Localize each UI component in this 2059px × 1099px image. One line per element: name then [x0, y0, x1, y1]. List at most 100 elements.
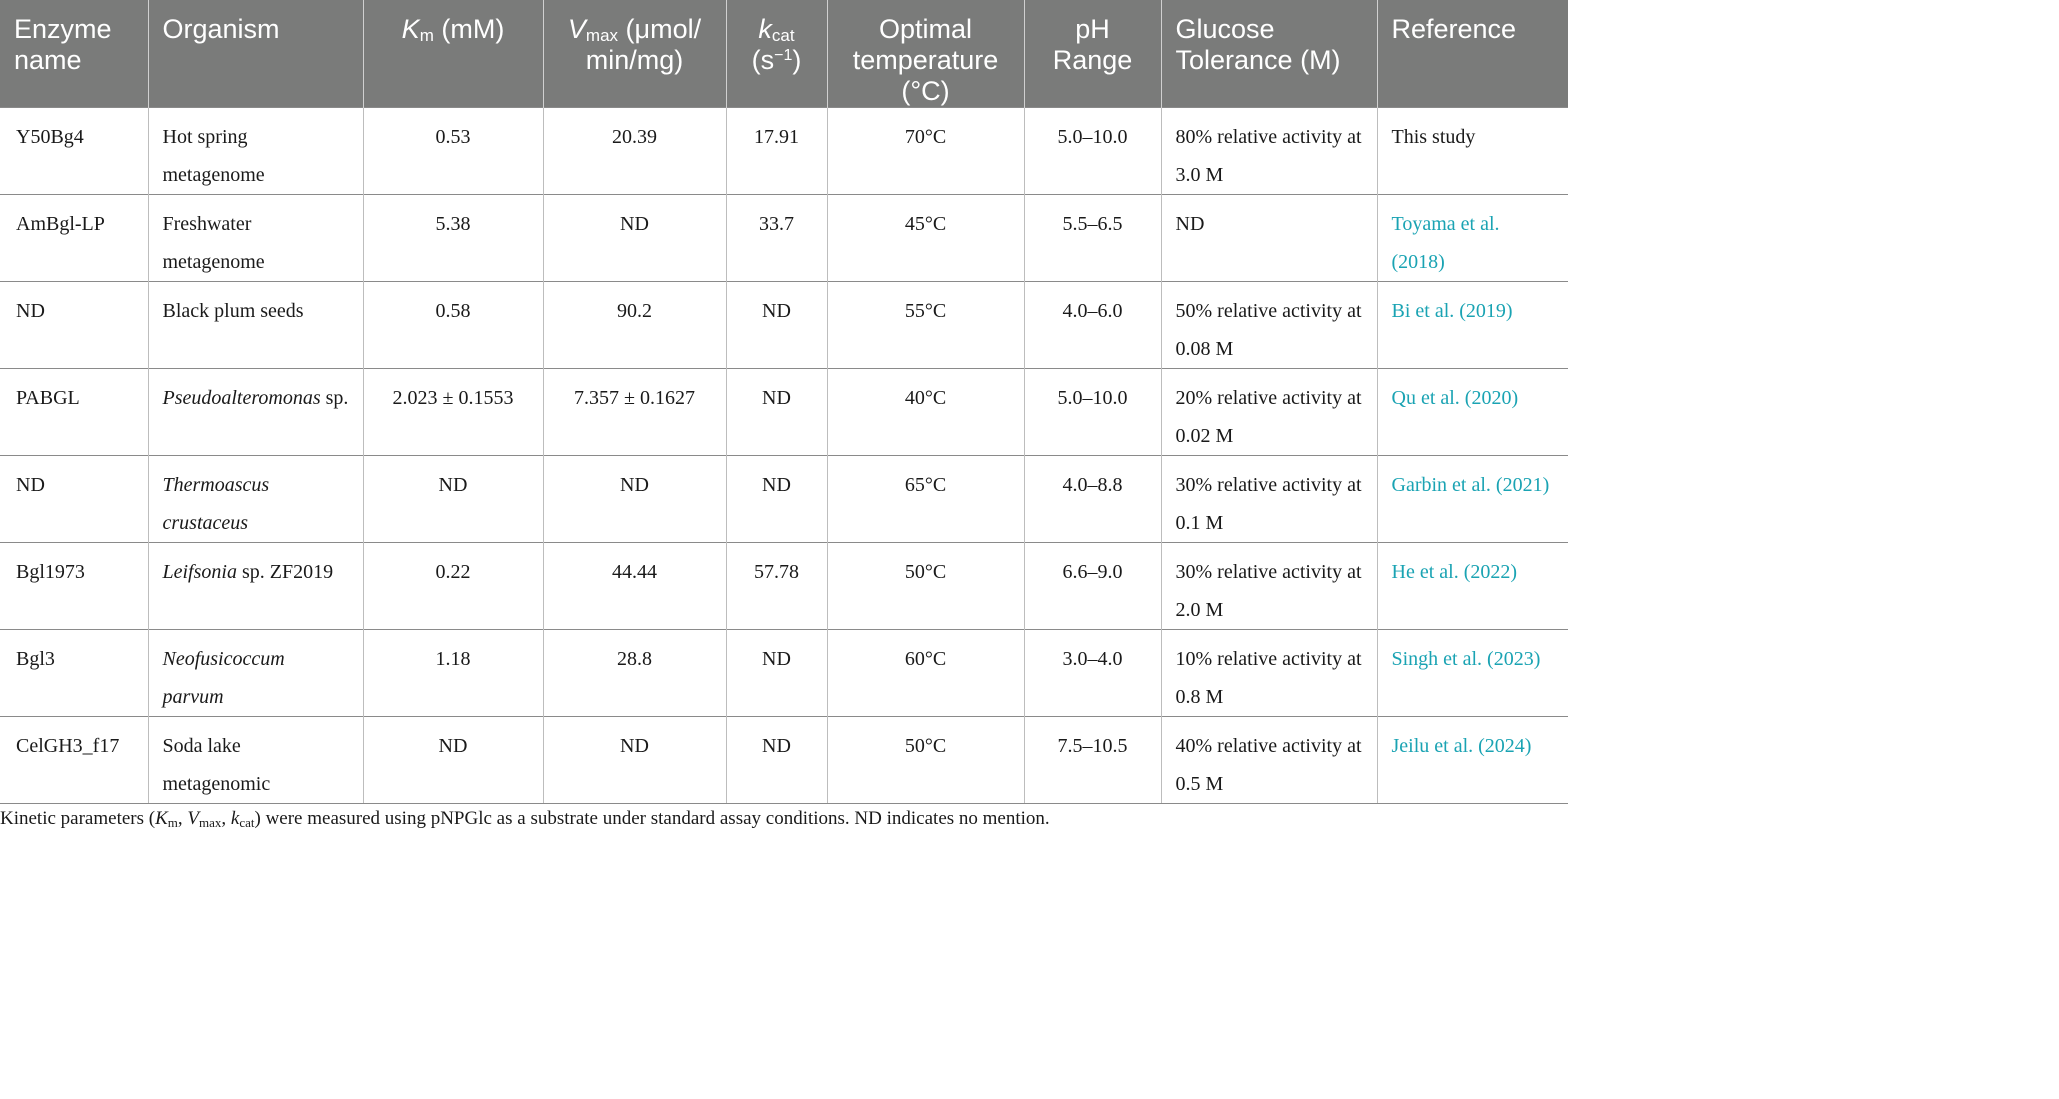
vmax-subscript: max [585, 26, 619, 45]
page: Enzyme name Organism Km (mM) Vmax (μmol/… [0, 0, 1568, 832]
cell-enzyme: Bgl3 [0, 629, 148, 717]
cell-glucose-tolerance: ND [1160, 194, 1377, 282]
cell-glucose-tolerance: 40% relative activity at 0.5 M [1160, 716, 1377, 804]
km-unit: (mM) [433, 14, 505, 44]
cell-km: 0.53 [362, 107, 543, 195]
cell-temperature: 65°C [826, 455, 1024, 543]
cell-organism: Leifsonia sp. ZF2019 [147, 542, 363, 630]
table-row: Y50Bg4 Hot spring metagenome 0.53 20.39 … [0, 107, 1568, 195]
cell-km: 5.38 [362, 194, 543, 282]
cell-temperature: 40°C [826, 368, 1024, 456]
cell-glucose-tolerance: 10% relative activity at 0.8 M [1160, 629, 1377, 717]
cell-organism: Freshwater metagenome [147, 194, 363, 282]
footnote-prefix: Kinetic parameters ( [0, 808, 156, 829]
cell-temperature: 55°C [826, 281, 1024, 369]
footnote-km: K [155, 808, 168, 829]
cell-organism: Hot spring metagenome [147, 107, 363, 195]
cell-glucose-tolerance: 50% relative activity at 0.08 M [1160, 281, 1377, 369]
table-row: PABGL Pseudoalteromonas sp. 2.023 ± 0.15… [0, 368, 1568, 456]
footnote-kcat: k [230, 808, 240, 829]
organism-plain: sp. ZF2019 [236, 561, 334, 583]
reference-link[interactable]: He et al. (2022) [1391, 561, 1518, 583]
footnote-kcat-sub: cat [239, 815, 255, 830]
cell-kcat: ND [725, 629, 827, 717]
cell-km: ND [362, 455, 543, 543]
cell-kcat: ND [725, 455, 827, 543]
reference-link[interactable]: Garbin et al. (2021) [1391, 474, 1550, 496]
cell-vmax: ND [542, 194, 726, 282]
table-row: Bgl3 Neofusicoccum parvum 1.18 28.8 ND 6… [0, 629, 1568, 717]
header-organism: Organism [147, 0, 363, 108]
reference-link[interactable]: Bi et al. (2019) [1391, 300, 1513, 322]
cell-reference: This study [1376, 107, 1568, 195]
header-row: Enzyme name Organism Km (mM) Vmax (μmol/… [0, 0, 1568, 108]
organism-plain: Black plum seeds [162, 300, 304, 322]
organism-italic: Pseudoalteromonas [162, 387, 321, 409]
footnote-suffix: ) were measured using pNPGlc as a substr… [254, 808, 1050, 829]
cell-ph-range: 7.5–10.5 [1023, 716, 1161, 804]
header-enzyme-name: Enzyme name [0, 0, 148, 108]
cell-ph-range: 4.0–6.0 [1023, 281, 1161, 369]
kcat-symbol: k [758, 14, 772, 44]
table-row: ND Black plum seeds 0.58 90.2 ND 55°C 4.… [0, 281, 1568, 369]
cell-temperature: 50°C [826, 716, 1024, 804]
km-subscript: m [419, 26, 434, 45]
kcat-unit-close: ) [792, 45, 802, 75]
cell-vmax: 44.44 [542, 542, 726, 630]
cell-enzyme: AmBgl-LP [0, 194, 148, 282]
table-row: ND Thermoascus crustaceus ND ND ND 65°C … [0, 455, 1568, 543]
footnote-sep-2: , [221, 808, 231, 829]
cell-ph-range: 5.0–10.0 [1023, 107, 1161, 195]
cell-kcat: ND [725, 281, 827, 369]
cell-kcat: ND [725, 716, 827, 804]
table-footnote: Kinetic parameters (Km, Vmax, kcat) were… [0, 806, 1568, 832]
header-reference: Reference [1376, 0, 1568, 108]
cell-kcat: 57.78 [725, 542, 827, 630]
header-vmax: Vmax (μmol/ min/mg) [542, 0, 726, 108]
reference-link[interactable]: Singh et al. (2023) [1391, 648, 1541, 670]
cell-organism: Soda lake metagenomic [147, 716, 363, 804]
kcat-subscript: cat [771, 26, 795, 45]
organism-plain: Soda lake metagenomic [162, 735, 271, 795]
organism-plain: Freshwater metagenome [162, 213, 265, 273]
table-row: CelGH3_f17 Soda lake metagenomic ND ND N… [0, 716, 1568, 804]
table-row: Bgl1973 Leifsonia sp. ZF2019 0.22 44.44 … [0, 542, 1568, 630]
cell-temperature: 60°C [826, 629, 1024, 717]
cell-km: 0.22 [362, 542, 543, 630]
cell-reference: Garbin et al. (2021) [1376, 455, 1568, 543]
cell-vmax: 7.357 ± 0.1627 [542, 368, 726, 456]
cell-km: 0.58 [362, 281, 543, 369]
reference-link[interactable]: Qu et al. (2020) [1391, 387, 1519, 409]
cell-organism: Black plum seeds [147, 281, 363, 369]
cell-ph-range: 4.0–8.8 [1023, 455, 1161, 543]
cell-ph-range: 3.0–4.0 [1023, 629, 1161, 717]
organism-italic: Neofusicoccum parvum [162, 648, 285, 708]
footnote-km-sub: m [167, 815, 178, 830]
footnote-vmax-sub: max [199, 815, 222, 830]
header-optimal-temperature: Optimal temperature (°C) [826, 0, 1024, 108]
cell-reference: Bi et al. (2019) [1376, 281, 1568, 369]
cell-kcat: 33.7 [725, 194, 827, 282]
cell-ph-range: 6.6–9.0 [1023, 542, 1161, 630]
cell-vmax: 28.8 [542, 629, 726, 717]
cell-enzyme: Bgl1973 [0, 542, 148, 630]
footnote-sep-1: , [177, 808, 188, 829]
cell-ph-range: 5.5–6.5 [1023, 194, 1161, 282]
cell-ph-range: 5.0–10.0 [1023, 368, 1161, 456]
cell-enzyme: CelGH3_f17 [0, 716, 148, 804]
reference-link[interactable]: Jeilu et al. (2024) [1391, 735, 1532, 757]
organism-plain: Hot spring metagenome [162, 126, 265, 186]
cell-organism: Neofusicoccum parvum [147, 629, 363, 717]
cell-enzyme: ND [0, 281, 148, 369]
kcat-unit-open: (s [751, 45, 775, 75]
cell-glucose-tolerance: 30% relative activity at 2.0 M [1160, 542, 1377, 630]
header-glucose-tolerance: Glucose Tolerance (M) [1160, 0, 1377, 108]
cell-glucose-tolerance: 30% relative activity at 0.1 M [1160, 455, 1377, 543]
reference-link[interactable]: Toyama et al. (2018) [1391, 213, 1500, 273]
table-row: AmBgl-LP Freshwater metagenome 5.38 ND 3… [0, 194, 1568, 282]
cell-reference: Jeilu et al. (2024) [1376, 716, 1568, 804]
cell-organism: Thermoascus crustaceus [147, 455, 363, 543]
header-ph-range: pH Range [1023, 0, 1161, 108]
organism-italic: Thermoascus crustaceus [162, 474, 270, 534]
cell-vmax: ND [542, 716, 726, 804]
